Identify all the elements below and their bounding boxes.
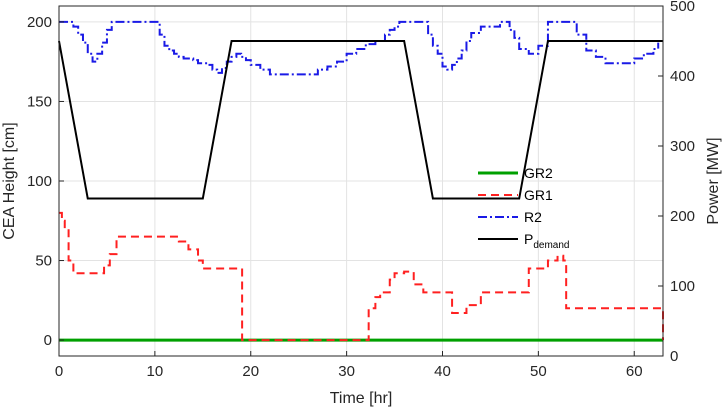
- y-right-tick-label: 500: [670, 0, 695, 15]
- legend-label-r2: R2: [524, 209, 542, 225]
- x-tick-label: 20: [242, 363, 259, 380]
- ticks: 0 10 20 30 40 50 60 0 50 100 150 200 0 100 200 300 400 50…: [27, 0, 695, 380]
- y-left-tick-label: 0: [44, 332, 52, 349]
- series-line-p: [58, 40, 663, 200]
- y-axis-left-label: CEA Height [cm]: [1, 122, 18, 239]
- y-axis-right-label: Power [MW]: [705, 137, 722, 224]
- y-left-tick-label: 50: [35, 253, 52, 270]
- x-axis-label: Time [hr]: [330, 390, 393, 407]
- y-left-tick-label: 200: [27, 14, 52, 31]
- series-line-r2: [59, 20, 660, 76]
- y-right-tick-label: 0: [670, 348, 678, 365]
- legend: GR2 GR1 R2 Pdemand: [478, 165, 569, 251]
- series-layer: [58, 20, 664, 342]
- x-tick-label: 60: [626, 363, 643, 380]
- y-left-tick-label: 150: [27, 93, 52, 110]
- y-right-tick-label: 400: [670, 68, 695, 85]
- x-tick-label: 40: [434, 363, 451, 380]
- legend-label-gr1: GR1: [524, 187, 553, 203]
- x-tick-label: 50: [530, 363, 547, 380]
- y-left-tick-label: 100: [27, 173, 52, 190]
- x-tick-label: 30: [338, 363, 355, 380]
- y-right-tick-label: 200: [670, 208, 695, 225]
- legend-label-p: Pdemand: [524, 231, 569, 251]
- y-right-tick-label: 100: [670, 278, 695, 295]
- series-line-gr1: [59, 211, 664, 342]
- x-tick-label: 10: [147, 363, 164, 380]
- legend-label-gr2: GR2: [524, 165, 553, 181]
- y-right-tick-label: 300: [670, 138, 695, 155]
- x-tick-label: 0: [55, 363, 63, 380]
